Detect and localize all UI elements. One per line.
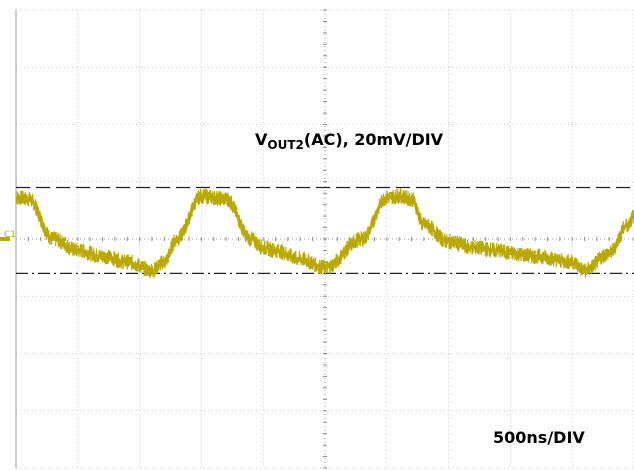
channel-ground-marker bbox=[0, 237, 10, 241]
trace-layer bbox=[15, 188, 634, 279]
x-scale-label: 500ns/DIV bbox=[493, 428, 585, 447]
y-scale-suffix: (AC), 20mV/DIV bbox=[304, 130, 444, 149]
waveform-trace bbox=[15, 194, 634, 273]
y-scale-subscript: OUT2 bbox=[267, 138, 303, 152]
y-scale-prefix: V bbox=[255, 130, 268, 149]
channel-marker: C1 bbox=[4, 230, 16, 240]
y-scale-label: VOUT2(AC), 20mV/DIV bbox=[255, 130, 444, 152]
